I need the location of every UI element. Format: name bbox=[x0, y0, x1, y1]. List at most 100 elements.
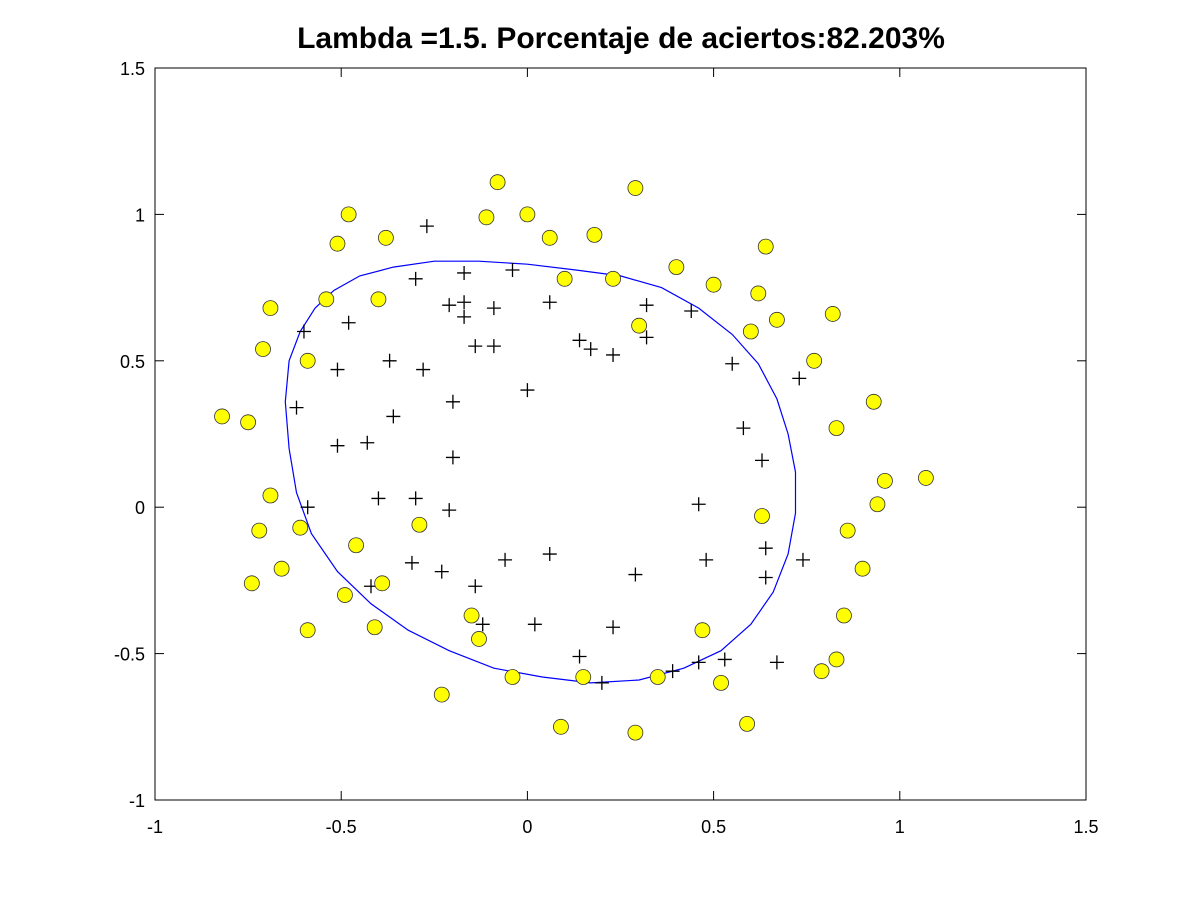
data-point-plus bbox=[684, 304, 699, 319]
data-point-plus bbox=[434, 564, 449, 579]
data-point-plus bbox=[442, 298, 457, 313]
data-point-circle bbox=[828, 420, 845, 437]
data-point-circle bbox=[273, 560, 290, 577]
data-point-circle bbox=[292, 519, 309, 536]
data-point-circle bbox=[299, 622, 316, 639]
data-point-circle bbox=[869, 496, 886, 513]
data-point-plus bbox=[542, 295, 557, 310]
data-point-circle bbox=[627, 180, 644, 196]
data-point-circle bbox=[262, 300, 279, 316]
data-point-circle bbox=[668, 259, 685, 276]
x-tick-label: -0.5 bbox=[326, 817, 357, 837]
data-point-circle bbox=[340, 206, 357, 223]
chart-title: Lambda =1.5. Porcentaje de aciertos:82.2… bbox=[297, 22, 945, 55]
data-point-plus bbox=[572, 333, 587, 348]
data-point-plus bbox=[419, 219, 434, 234]
data-point-circle bbox=[299, 352, 316, 369]
data-point-plus bbox=[717, 652, 732, 667]
plot-area-frame bbox=[154, 67, 1087, 801]
data-point-plus bbox=[341, 315, 356, 330]
x-tick-label: 0.5 bbox=[701, 817, 726, 837]
data-point-circle bbox=[813, 663, 830, 680]
data-point-circle bbox=[694, 622, 711, 639]
data-point-plus bbox=[468, 339, 483, 354]
x-tick-label: 1.5 bbox=[1073, 817, 1098, 837]
data-point-plus bbox=[792, 371, 807, 386]
data-point-circle bbox=[865, 393, 882, 410]
data-point-plus bbox=[769, 655, 784, 670]
data-points-layer bbox=[214, 174, 934, 741]
data-point-circle bbox=[754, 508, 770, 524]
data-point-plus bbox=[699, 552, 714, 567]
data-point-plus bbox=[725, 356, 740, 371]
data-point-circle bbox=[337, 587, 353, 603]
x-tick-label: -1 bbox=[147, 817, 163, 837]
data-point-circle bbox=[917, 470, 934, 486]
y-tick-label: 0 bbox=[135, 498, 145, 518]
data-point-circle bbox=[649, 669, 666, 685]
data-point-circle bbox=[757, 238, 774, 255]
data-point-circle bbox=[433, 686, 450, 703]
data-point-plus bbox=[486, 301, 501, 316]
data-point-plus bbox=[371, 491, 386, 506]
data-point-plus bbox=[457, 309, 472, 324]
data-point-plus bbox=[457, 295, 472, 310]
data-point-circle bbox=[605, 270, 621, 287]
data-point-circle bbox=[377, 229, 394, 246]
decision-boundary-layer bbox=[284, 260, 797, 684]
data-point-circle bbox=[713, 674, 729, 691]
data-point-plus bbox=[296, 324, 311, 339]
data-point-circle bbox=[742, 323, 759, 340]
data-point-circle bbox=[824, 306, 841, 322]
data-point-circle bbox=[586, 226, 603, 243]
data-point-plus bbox=[758, 570, 773, 585]
data-point-plus bbox=[486, 339, 501, 354]
data-point-plus bbox=[594, 675, 609, 690]
data-point-circle bbox=[750, 285, 767, 302]
data-point-circle bbox=[877, 472, 893, 489]
data-point-plus bbox=[330, 438, 345, 453]
data-point-circle bbox=[839, 522, 856, 539]
data-point-circle bbox=[318, 291, 335, 308]
data-point-plus bbox=[404, 555, 419, 570]
data-point-circle bbox=[243, 575, 260, 592]
data-point-plus bbox=[505, 263, 520, 278]
data-point-plus bbox=[300, 500, 315, 515]
y-tick-label: 1.5 bbox=[120, 59, 145, 79]
data-point-plus bbox=[542, 547, 557, 562]
y-tick-label: -0.5 bbox=[114, 645, 145, 665]
decision-boundary-line bbox=[284, 260, 797, 684]
data-point-plus bbox=[442, 503, 457, 518]
data-point-plus bbox=[795, 552, 810, 567]
data-point-circle bbox=[471, 631, 487, 647]
data-point-circle bbox=[705, 276, 722, 293]
data-point-circle bbox=[348, 537, 364, 554]
y-tick-label: 0.5 bbox=[120, 352, 145, 372]
data-point-plus bbox=[445, 450, 460, 465]
data-point-plus bbox=[628, 567, 643, 582]
data-point-circle bbox=[255, 341, 271, 357]
axis-ticks-layer: -1 -0.5 0 0.5 1 1.5 -1 -0.5 0 0.5 1 1.5 bbox=[114, 59, 1099, 837]
data-point-circle bbox=[556, 270, 573, 287]
data-point-circle bbox=[553, 718, 569, 735]
y-tick-label: -1 bbox=[129, 791, 145, 811]
data-point-plus bbox=[691, 497, 706, 512]
data-point-circle bbox=[262, 487, 279, 504]
data-point-circle bbox=[214, 408, 230, 425]
x-tick-label: 0 bbox=[522, 817, 532, 837]
data-point-plus bbox=[408, 271, 423, 286]
data-point-plus bbox=[468, 579, 483, 594]
data-point-plus bbox=[382, 353, 397, 368]
data-point-circle bbox=[240, 414, 257, 431]
data-point-plus bbox=[639, 298, 654, 313]
data-point-circle bbox=[489, 174, 506, 191]
data-point-plus bbox=[691, 655, 706, 670]
data-point-circle bbox=[806, 352, 823, 369]
data-point-plus bbox=[289, 400, 304, 415]
y-tick-label: 1 bbox=[135, 205, 145, 225]
data-point-circle bbox=[575, 669, 592, 685]
data-point-circle bbox=[374, 575, 391, 592]
data-point-plus bbox=[475, 617, 490, 632]
